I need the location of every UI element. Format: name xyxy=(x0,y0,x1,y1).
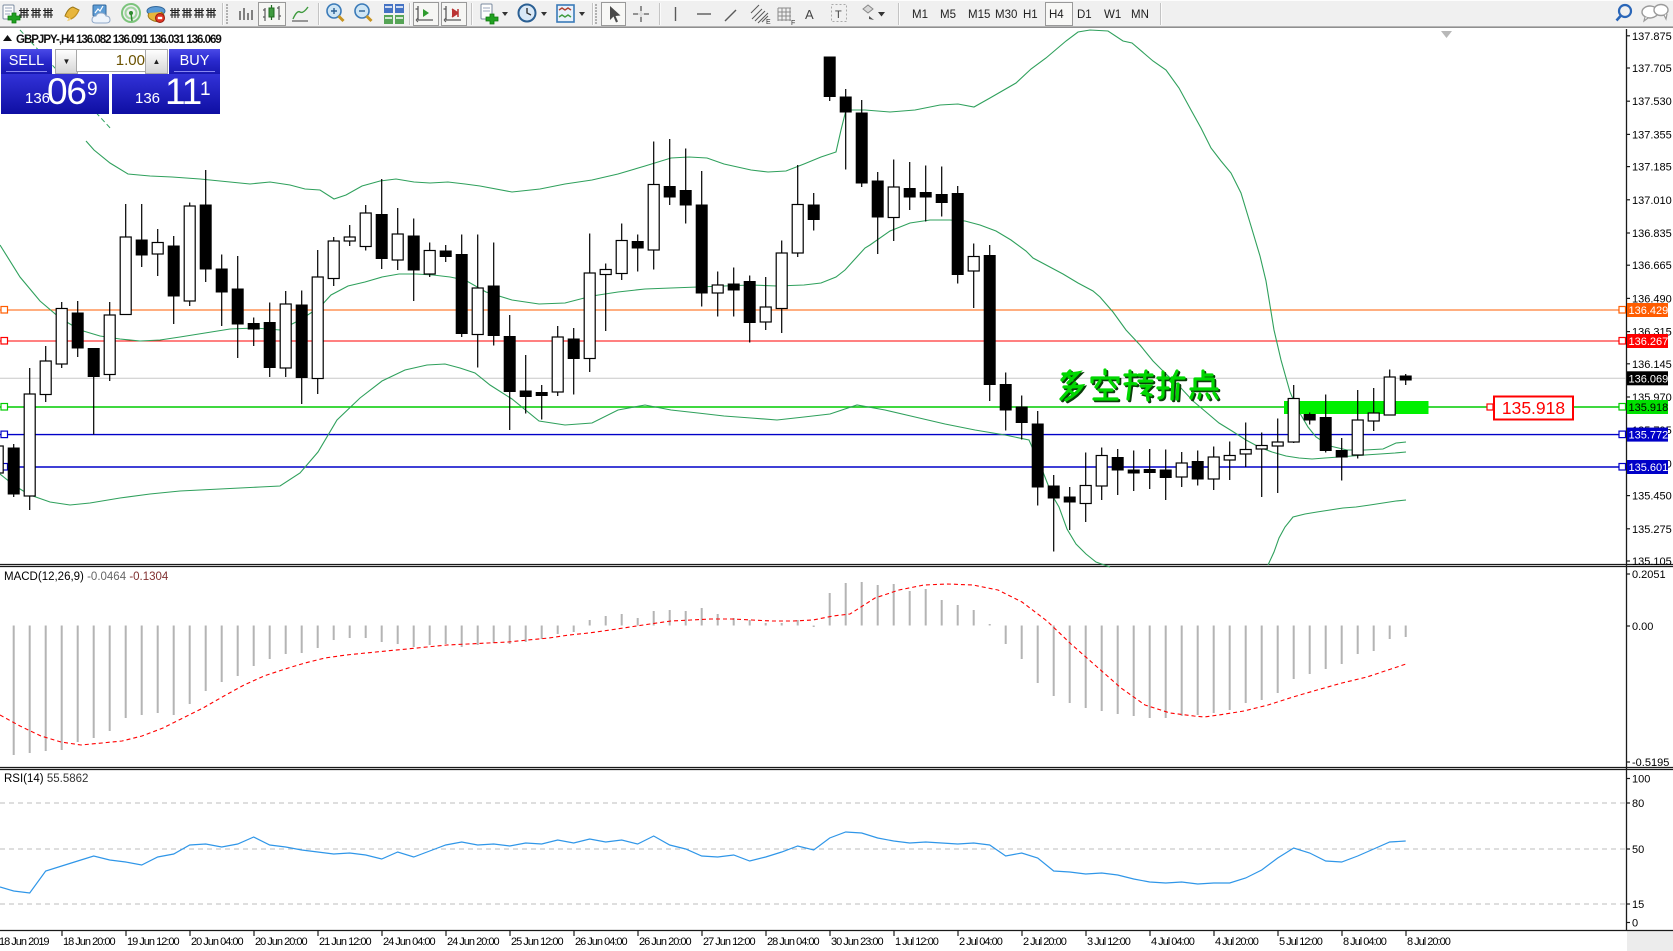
svg-text:24 Jun 04:00: 24 Jun 04:00 xyxy=(383,936,435,948)
svg-text:M30: M30 xyxy=(995,9,1017,21)
svg-text:3 Jul 12:00: 3 Jul 12:00 xyxy=(1087,936,1131,948)
svg-text:137.530: 137.530 xyxy=(1632,96,1672,108)
svg-text:0: 0 xyxy=(1632,918,1638,930)
svg-text:135.918: 135.918 xyxy=(1502,398,1565,418)
svg-text:4 Jul 20:00: 4 Jul 20:00 xyxy=(1215,936,1259,948)
svg-text:136.835: 136.835 xyxy=(1632,228,1672,240)
svg-text:15: 15 xyxy=(1632,899,1644,911)
svg-text:D1: D1 xyxy=(1077,9,1092,21)
svg-text:M5: M5 xyxy=(940,9,956,21)
svg-text:137.705: 137.705 xyxy=(1632,63,1672,75)
svg-text:W1: W1 xyxy=(1104,9,1121,21)
svg-text:100: 100 xyxy=(1632,774,1650,786)
svg-text:136.069: 136.069 xyxy=(1629,373,1669,385)
svg-text:50: 50 xyxy=(1632,844,1644,856)
svg-text:5 Jul 12:00: 5 Jul 12:00 xyxy=(1279,936,1323,948)
svg-text:24 Jun 20:00: 24 Jun 20:00 xyxy=(447,936,499,948)
svg-text:135.918: 135.918 xyxy=(1629,402,1669,414)
svg-text:21 Jun 12:00: 21 Jun 12:00 xyxy=(319,936,371,948)
svg-text:28 Jun 04:00: 28 Jun 04:00 xyxy=(767,936,819,948)
svg-text:2 Jul 04:00: 2 Jul 04:00 xyxy=(959,936,1003,948)
svg-text:135.275: 135.275 xyxy=(1632,524,1672,536)
svg-text:8 Jul 20:00: 8 Jul 20:00 xyxy=(1407,936,1451,948)
svg-text:E: E xyxy=(766,19,771,26)
svg-text:135.105: 135.105 xyxy=(1632,556,1672,568)
svg-text:20 Jun 04:00: 20 Jun 04:00 xyxy=(191,936,243,948)
svg-text:0.00: 0.00 xyxy=(1632,621,1653,633)
svg-text:H1: H1 xyxy=(1023,9,1038,21)
svg-text:137.875: 137.875 xyxy=(1632,31,1672,43)
svg-text:136.490: 136.490 xyxy=(1632,293,1672,305)
svg-text:19 Jun 12:00: 19 Jun 12:00 xyxy=(127,936,179,948)
svg-text:136.267: 136.267 xyxy=(1629,336,1669,348)
svg-text:137.185: 137.185 xyxy=(1632,162,1672,174)
svg-text:M1: M1 xyxy=(912,9,928,21)
svg-text:27 Jun 12:00: 27 Jun 12:00 xyxy=(703,936,755,948)
svg-text:8 Jul 04:00: 8 Jul 04:00 xyxy=(1343,936,1387,948)
svg-text:136.665: 136.665 xyxy=(1632,260,1672,272)
svg-text:4 Jul 04:00: 4 Jul 04:00 xyxy=(1151,936,1195,948)
svg-text:1 Jul 12:00: 1 Jul 12:00 xyxy=(895,936,939,948)
svg-text:MACD(12,26,9) -0.0464 -0.1304: MACD(12,26,9) -0.0464 -0.1304 xyxy=(4,571,169,583)
svg-text:26 Jun 20:00: 26 Jun 20:00 xyxy=(639,936,691,948)
svg-text:137.355: 137.355 xyxy=(1632,129,1672,141)
svg-text:26 Jun 04:00: 26 Jun 04:00 xyxy=(575,936,627,948)
svg-text:80: 80 xyxy=(1632,798,1644,810)
svg-text:25 Jun 12:00: 25 Jun 12:00 xyxy=(511,936,563,948)
svg-text:18 Jun 2019: 18 Jun 2019 xyxy=(0,936,49,948)
svg-text:135.772: 135.772 xyxy=(1629,430,1669,442)
svg-text:30 Jun 23:00: 30 Jun 23:00 xyxy=(831,936,883,948)
svg-text:136.429: 136.429 xyxy=(1629,305,1669,317)
svg-text:0.2051: 0.2051 xyxy=(1632,569,1666,581)
svg-text:MN: MN xyxy=(1131,9,1149,21)
svg-text:RSI(14) 55.5862: RSI(14) 55.5862 xyxy=(4,773,88,785)
svg-text:A: A xyxy=(805,7,814,22)
svg-text:18 Jun 20:00: 18 Jun 20:00 xyxy=(63,936,115,948)
svg-text:135.601: 135.601 xyxy=(1629,462,1669,474)
svg-text:H4: H4 xyxy=(1049,9,1064,21)
svg-text:M15: M15 xyxy=(968,9,990,21)
svg-text:135.450: 135.450 xyxy=(1632,491,1672,503)
svg-text:137.010: 137.010 xyxy=(1632,195,1672,207)
svg-text:-0.5195: -0.5195 xyxy=(1632,757,1669,769)
svg-text:T: T xyxy=(835,9,842,21)
svg-text:20 Jun 20:00: 20 Jun 20:00 xyxy=(255,936,307,948)
svg-text:F: F xyxy=(791,20,795,27)
svg-text:GBPJPY-,H4 136.082 136.091 13: GBPJPY-,H4 136.082 136.091 136.031 136.0… xyxy=(16,34,221,46)
svg-text:136.145: 136.145 xyxy=(1632,359,1672,371)
svg-text:2 Jul 20:00: 2 Jul 20:00 xyxy=(1023,936,1067,948)
